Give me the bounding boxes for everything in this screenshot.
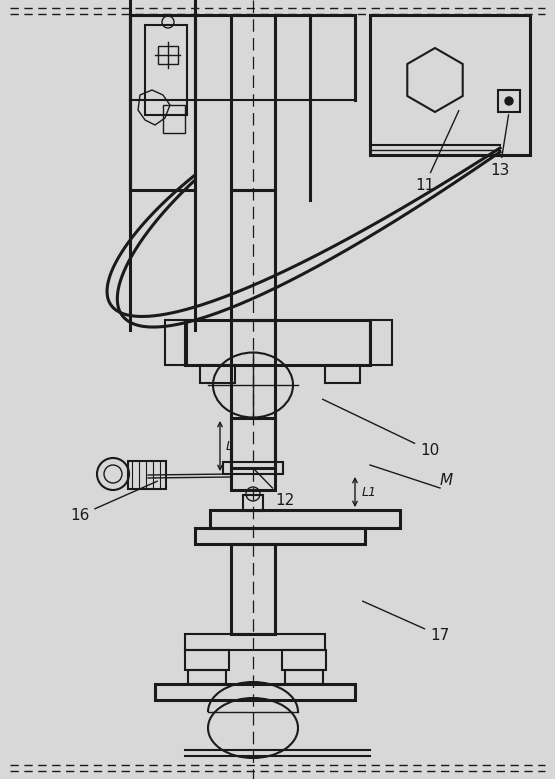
Bar bbox=[165, 320, 187, 365]
Bar bbox=[185, 650, 229, 670]
Bar bbox=[498, 90, 520, 112]
Circle shape bbox=[505, 97, 513, 105]
Text: 13: 13 bbox=[490, 115, 509, 178]
Bar bbox=[188, 670, 226, 684]
Bar bbox=[200, 365, 235, 383]
Bar bbox=[231, 190, 275, 320]
Bar bbox=[370, 15, 530, 155]
Bar bbox=[128, 461, 166, 489]
Bar bbox=[155, 684, 355, 700]
Bar bbox=[231, 544, 275, 634]
Bar bbox=[163, 105, 185, 133]
Text: 12: 12 bbox=[255, 470, 294, 508]
Bar bbox=[282, 650, 326, 670]
Text: 16: 16 bbox=[70, 481, 158, 523]
Bar bbox=[145, 25, 187, 115]
Bar bbox=[231, 15, 275, 190]
Bar bbox=[285, 670, 323, 684]
Bar bbox=[158, 46, 178, 64]
Bar bbox=[210, 510, 400, 528]
Bar bbox=[325, 365, 360, 383]
Text: 11: 11 bbox=[415, 111, 459, 193]
Bar bbox=[185, 634, 325, 650]
Text: 17: 17 bbox=[362, 601, 449, 643]
Text: M: M bbox=[440, 473, 453, 488]
Text: L: L bbox=[226, 439, 233, 453]
Bar bbox=[243, 495, 263, 511]
Bar bbox=[370, 320, 392, 365]
Bar bbox=[231, 418, 275, 468]
Bar bbox=[195, 528, 365, 544]
Bar bbox=[130, 15, 195, 190]
Bar bbox=[223, 462, 283, 474]
Bar bbox=[231, 320, 275, 490]
Text: L1: L1 bbox=[362, 485, 377, 499]
Bar bbox=[185, 320, 370, 365]
Text: 10: 10 bbox=[322, 399, 439, 458]
